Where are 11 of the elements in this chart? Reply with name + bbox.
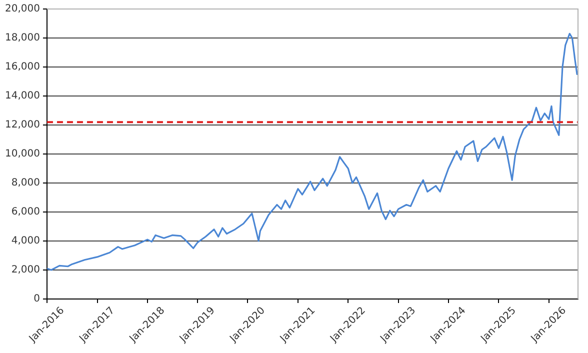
y-tick-label: 0 [34, 294, 40, 305]
y-tick-label: 10,000 [4, 148, 40, 160]
y-tick-label: 14,000 [4, 90, 40, 102]
y-tick-label: 20,000 [4, 4, 40, 15]
y-tick-label: 4,000 [11, 236, 40, 247]
y-tick-label: 8,000 [11, 178, 40, 189]
y-tick-label: 18,000 [4, 32, 40, 44]
y-tick-label: 6,000 [11, 206, 40, 218]
y-tick-label: 16,000 [4, 62, 40, 73]
y-tick-label: 12,000 [4, 120, 40, 131]
y-tick-label: 2,000 [11, 264, 40, 276]
